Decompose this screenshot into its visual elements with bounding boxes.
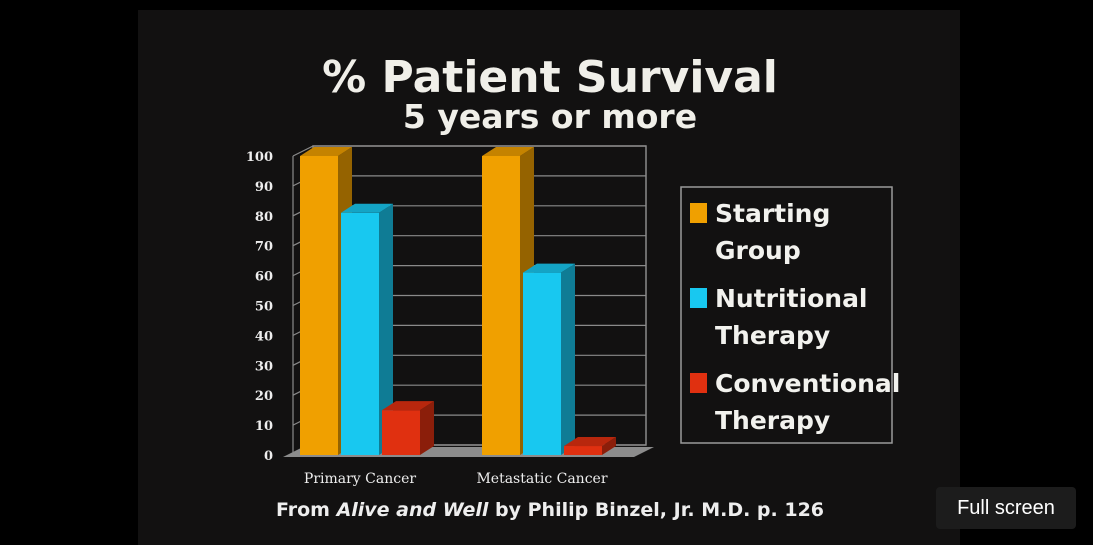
y-tick-label: 50 <box>255 300 273 315</box>
y-axis-ticks: 0 10 20 30 40 50 60 70 80 90 100 <box>246 150 273 464</box>
bar <box>564 437 616 455</box>
bar-front <box>382 410 420 455</box>
source-citation: From Alive and Well by Philip Binzel, Jr… <box>276 499 824 521</box>
bar <box>341 203 393 455</box>
bar-top <box>564 437 616 447</box>
bar <box>382 401 434 455</box>
legend-label: Nutritional <box>715 284 868 313</box>
bars <box>300 147 616 455</box>
y-tick-label: 40 <box>255 329 273 344</box>
legend-box <box>680 186 893 444</box>
bar-front <box>300 156 338 455</box>
y-tick-label: 70 <box>255 240 273 255</box>
y-tick-label: 30 <box>255 359 273 374</box>
x-axis-categories: Primary Cancer Metastatic Cancer <box>304 471 608 487</box>
bar-side <box>379 203 393 455</box>
x-category-label: Metastatic Cancer <box>476 471 607 487</box>
chart-title: % Patient Survival <box>322 52 778 103</box>
bar-top <box>382 401 434 411</box>
y-tick-label: 0 <box>264 449 273 464</box>
bar-top <box>341 203 393 213</box>
legend-label: Therapy <box>715 406 830 435</box>
bar <box>523 263 575 455</box>
legend-label: Starting <box>715 199 830 228</box>
source-prefix: From <box>276 499 337 521</box>
y-tick-label: 60 <box>255 270 273 285</box>
y-tick-label: 10 <box>255 419 273 434</box>
fullscreen-button[interactable]: Full screen <box>936 487 1076 529</box>
y-tick-label: 100 <box>246 150 273 165</box>
x-category-label: Primary Cancer <box>304 471 416 487</box>
bar-side <box>420 401 434 455</box>
chart-subtitle: 5 years or more <box>403 97 697 136</box>
video-frame: % Patient Survival 5 years or more 0 10 20… <box>138 10 960 545</box>
legend-swatch <box>690 288 707 308</box>
bar-front <box>482 156 520 455</box>
bar-front <box>341 212 379 455</box>
bar-front <box>564 446 602 455</box>
source-book-title: Alive and Well <box>335 499 489 521</box>
legend-label: Therapy <box>715 321 830 350</box>
bar-side <box>561 263 575 455</box>
source-suffix: by Philip Binzel, Jr. M.D. p. 126 <box>488 499 824 521</box>
bar-top <box>300 147 352 156</box>
survival-chart: % Patient Survival 5 years or more 0 10 20… <box>246 52 900 521</box>
bar-top <box>523 263 575 273</box>
legend-label: Conventional <box>715 369 900 398</box>
bar-front <box>523 272 561 455</box>
legend-swatch <box>690 373 707 393</box>
legend-label: Group <box>715 236 801 265</box>
y-tick-label: 20 <box>255 389 273 404</box>
y-tick-label: 80 <box>255 210 273 225</box>
gridline-side <box>292 145 314 157</box>
bar-top <box>482 147 534 156</box>
bar-side <box>602 437 616 455</box>
legend: Starting Group Nutritional Therapy Conventio… <box>680 186 900 444</box>
legend-swatch <box>690 203 707 223</box>
y-tick-label: 90 <box>255 180 273 195</box>
